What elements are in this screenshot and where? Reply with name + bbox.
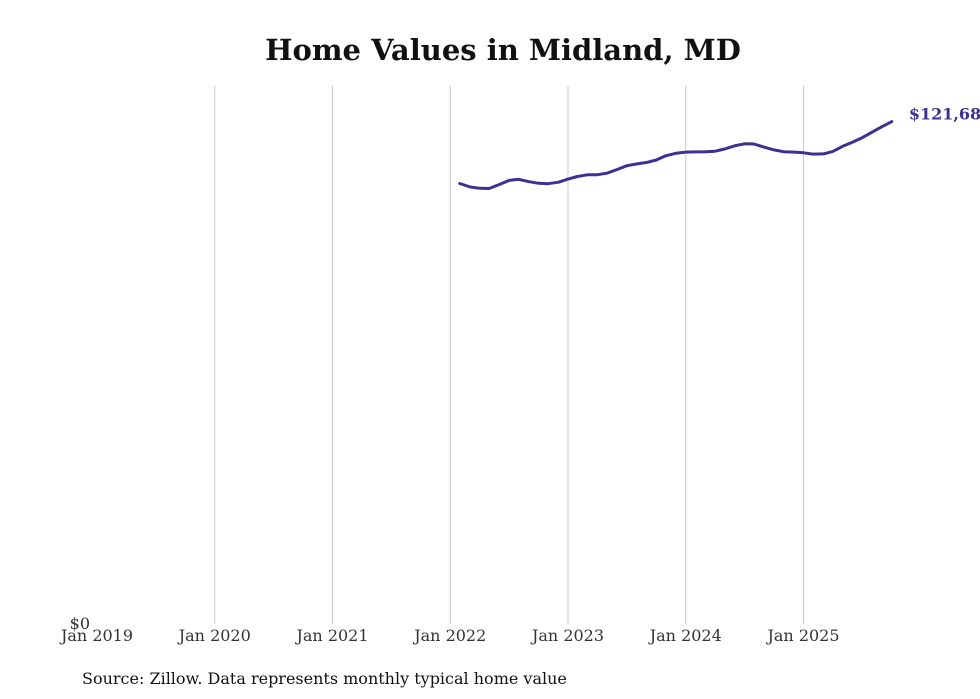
x-tick-label-5: Jan 2024 — [648, 626, 722, 645]
series-layer: $121,680 — [458, 105, 980, 190]
x-axis-ticks: Jan 2019 Jan 2020 Jan 2021 Jan 2022 Jan 2023… — [59, 626, 840, 645]
x-tick-label-1: Jan 2020 — [177, 626, 251, 645]
series-end-label-0: $121,680 — [909, 105, 980, 124]
x-tick-label-0: Jan 2019 — [59, 626, 133, 645]
series-line-0 — [458, 120, 894, 190]
y-tick-label-0: $0 — [70, 614, 90, 633]
vertical-gridlines — [214, 86, 804, 624]
x-tick-label-2: Jan 2021 — [294, 626, 368, 645]
chart-title: Home Values in Midland, MD — [265, 33, 741, 67]
source-note: Source: Zillow. Data represents monthly … — [82, 669, 567, 688]
x-tick-label-4: Jan 2023 — [530, 626, 604, 645]
x-tick-label-6: Jan 2025 — [765, 626, 839, 645]
x-tick-label-3: Jan 2022 — [412, 626, 486, 645]
